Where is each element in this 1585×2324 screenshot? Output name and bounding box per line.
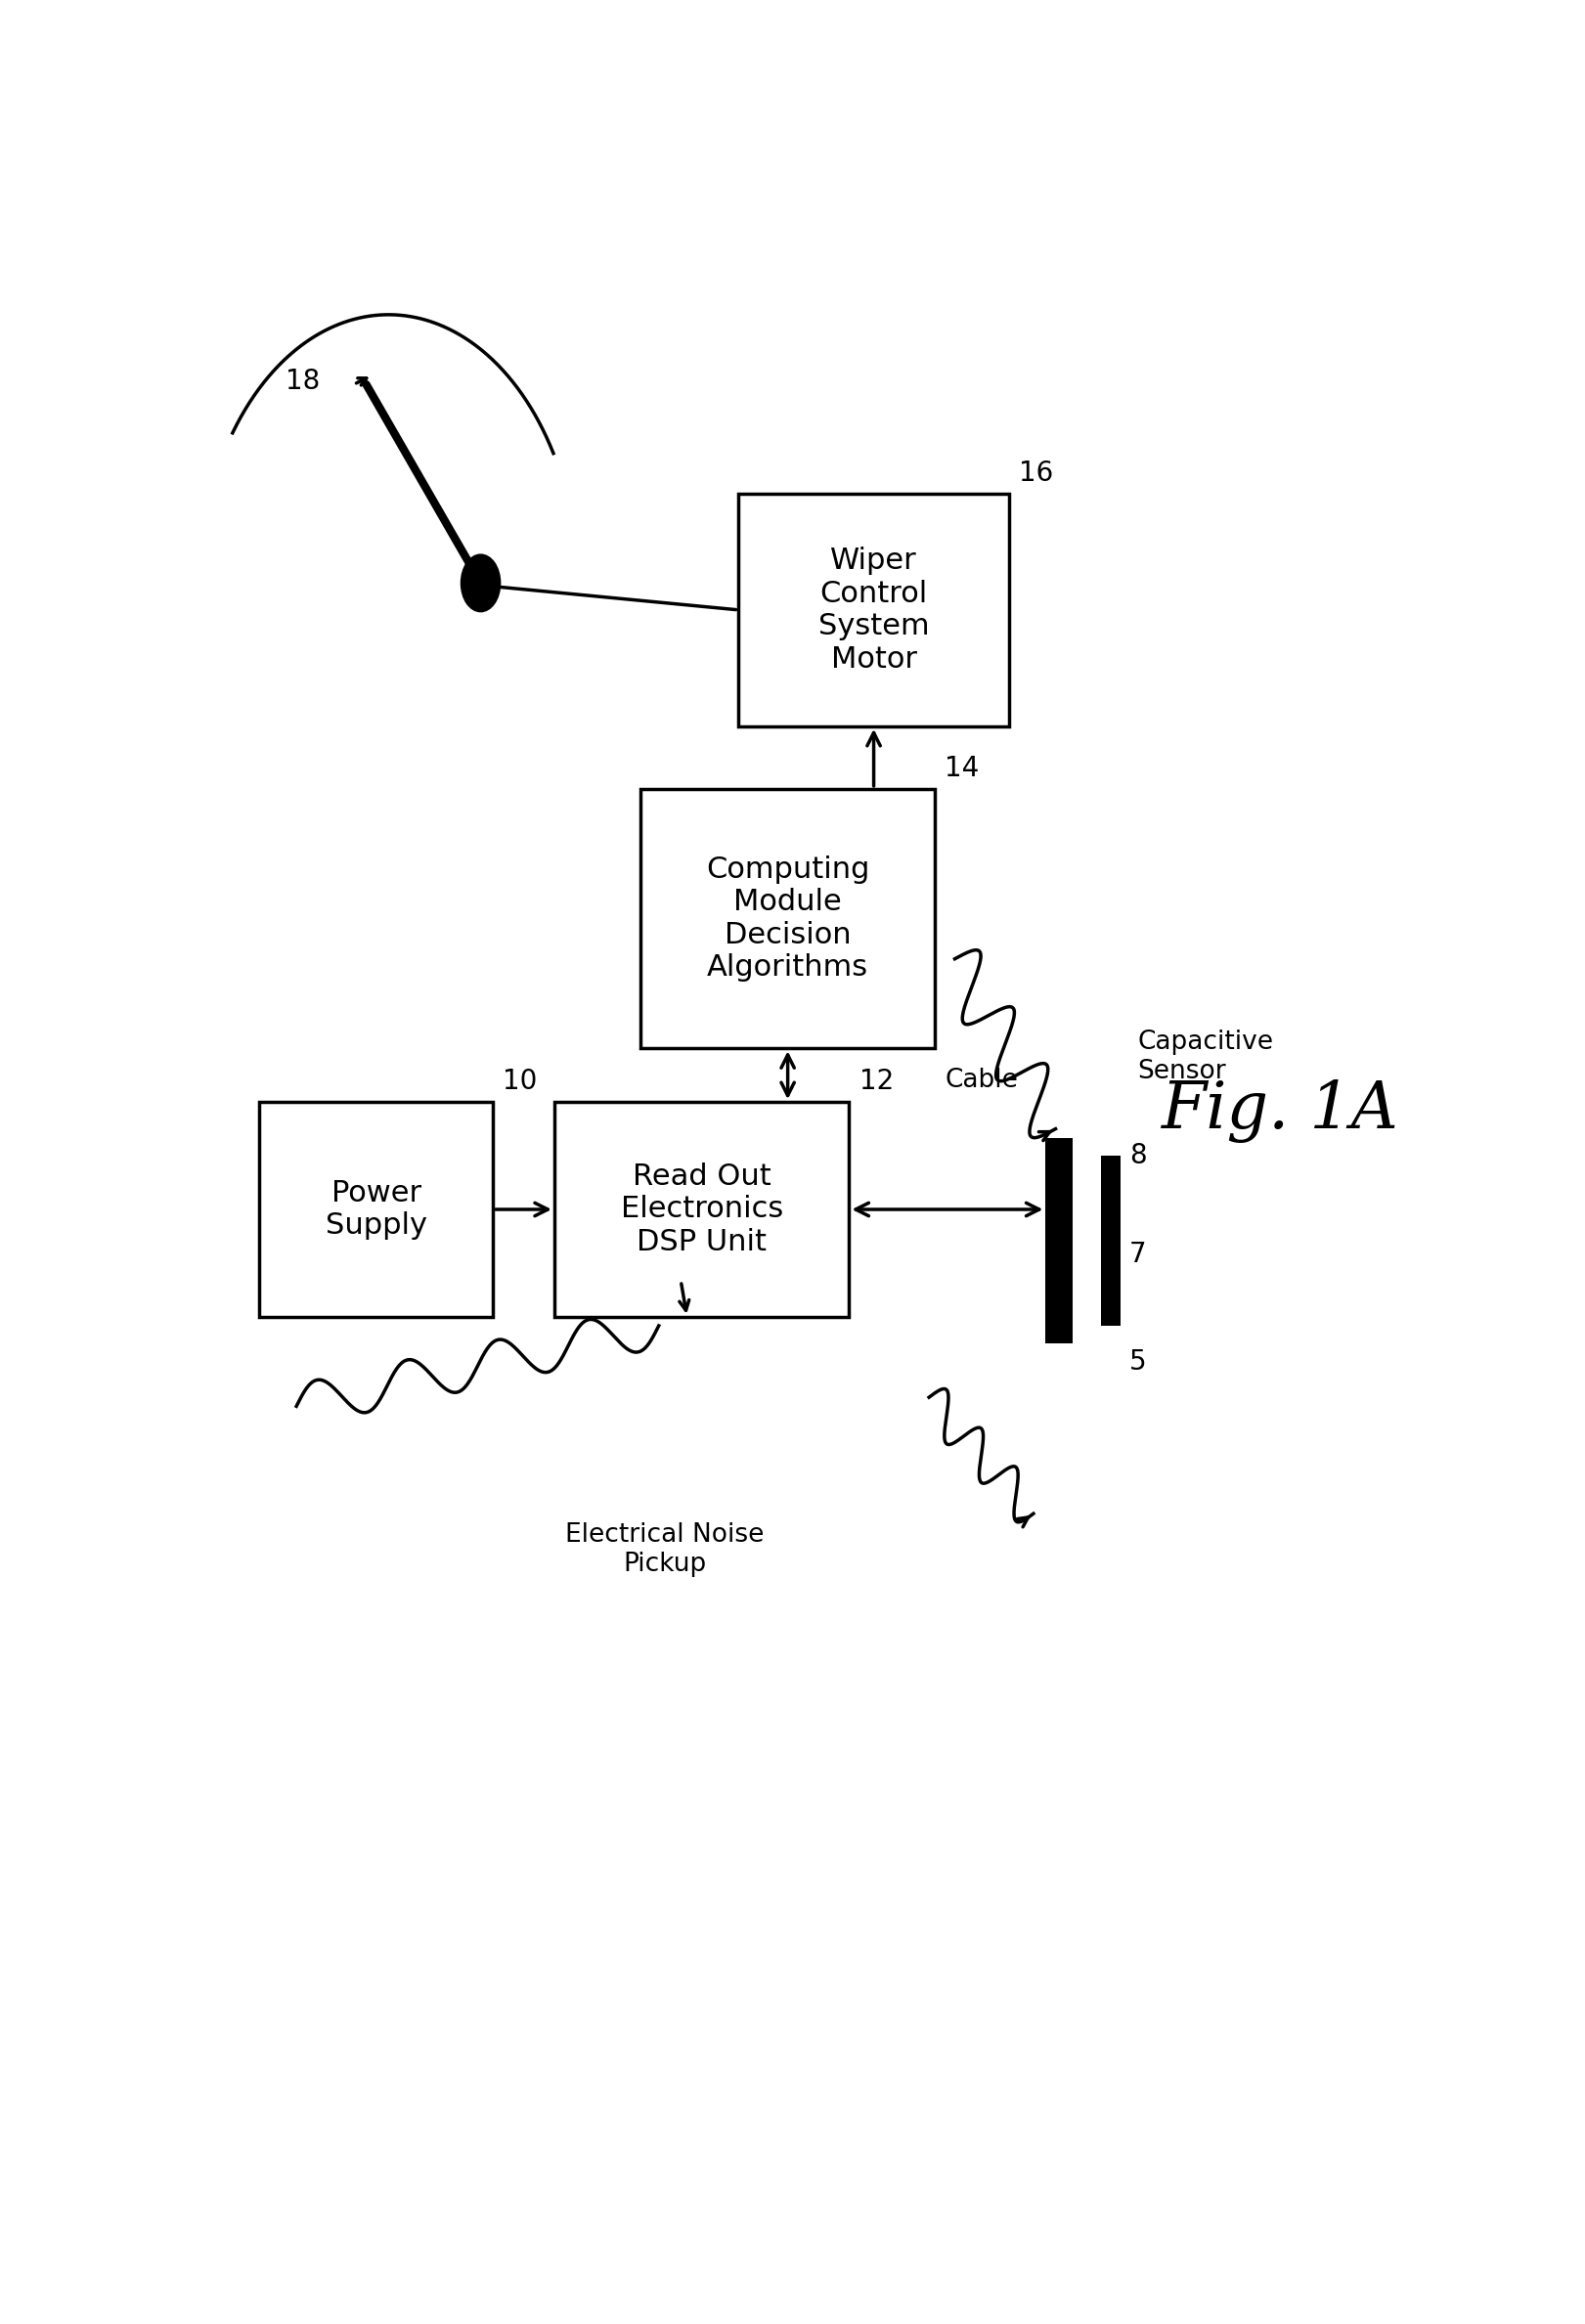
Bar — [1046, 1139, 1073, 1343]
Text: 14: 14 — [945, 755, 980, 781]
Text: Wiper
Control
System
Motor: Wiper Control System Motor — [818, 546, 929, 674]
Text: 18: 18 — [285, 367, 320, 395]
Text: Read Out
Electronics
DSP Unit: Read Out Electronics DSP Unit — [620, 1162, 783, 1257]
Text: 5: 5 — [1129, 1348, 1146, 1376]
Text: Capacitive
Sensor: Capacitive Sensor — [1138, 1030, 1274, 1085]
FancyBboxPatch shape — [260, 1102, 493, 1318]
Text: 10: 10 — [502, 1067, 537, 1095]
Bar — [1102, 1155, 1121, 1325]
Text: Electrical Noise
Pickup: Electrical Noise Pickup — [566, 1522, 764, 1578]
Text: 12: 12 — [859, 1067, 894, 1095]
FancyBboxPatch shape — [555, 1102, 850, 1318]
Text: 7: 7 — [1129, 1241, 1146, 1269]
Text: Cable: Cable — [945, 1067, 1019, 1092]
Text: Power
Supply: Power Supply — [325, 1178, 426, 1241]
Text: Computing
Module
Decision
Algorithms: Computing Module Decision Algorithms — [705, 855, 870, 983]
Text: Fig. 1A: Fig. 1A — [1160, 1078, 1398, 1143]
FancyBboxPatch shape — [739, 493, 1010, 725]
FancyBboxPatch shape — [640, 788, 935, 1048]
Circle shape — [461, 555, 501, 611]
Text: 8: 8 — [1129, 1141, 1146, 1169]
Text: 16: 16 — [1019, 460, 1052, 486]
